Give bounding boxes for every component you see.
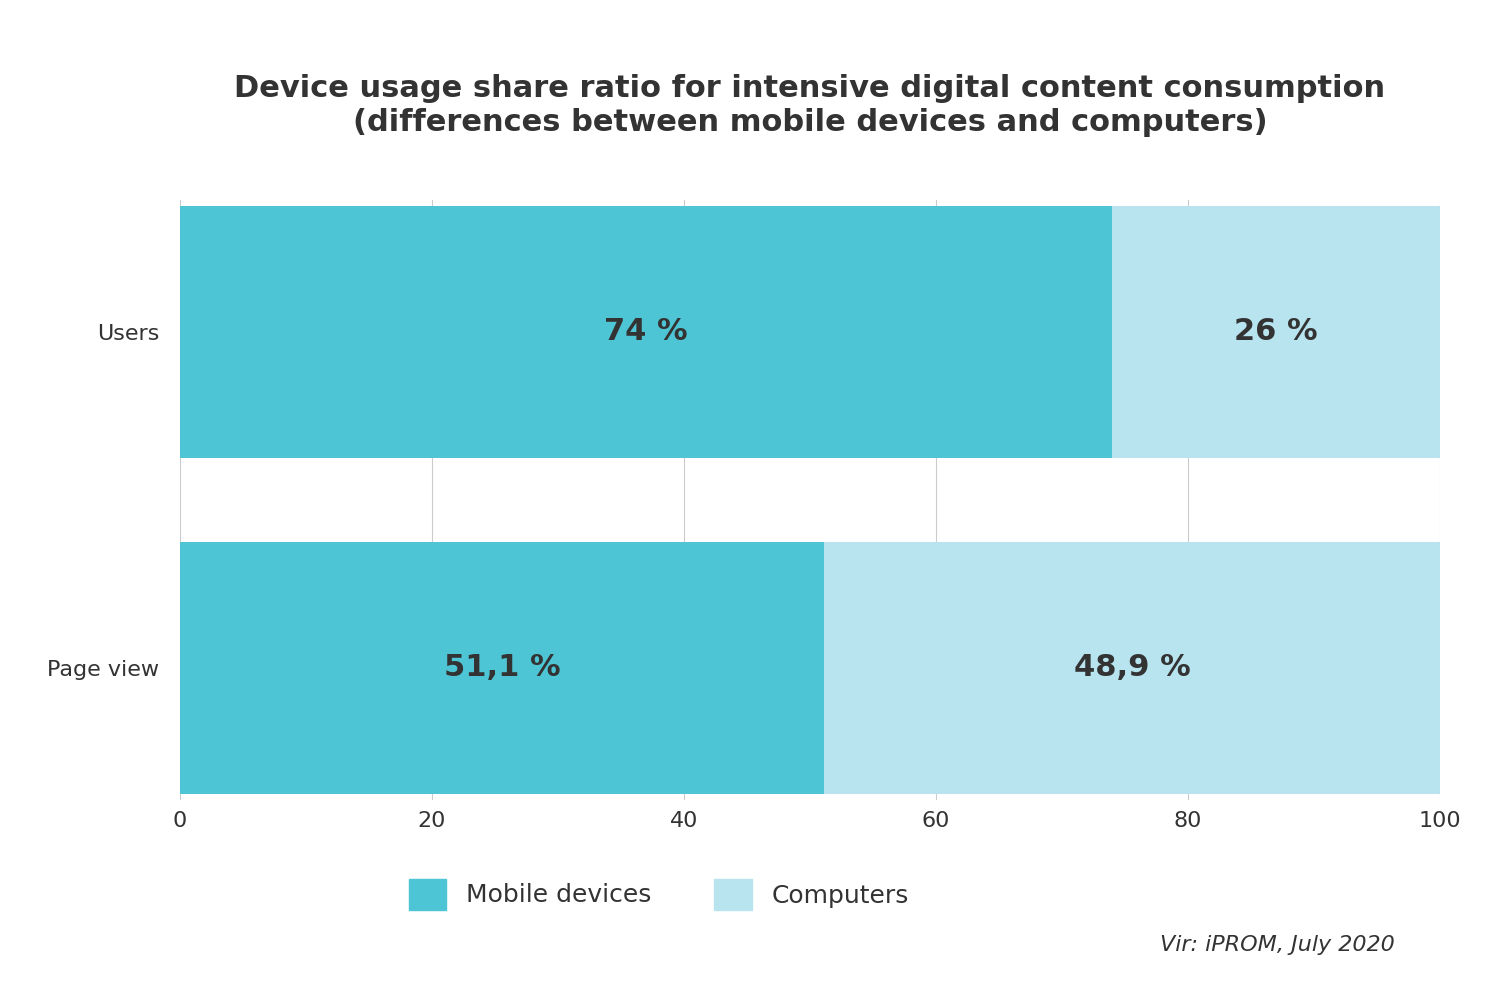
Text: 26 %: 26 % bbox=[1234, 318, 1318, 347]
Text: 48,9 %: 48,9 % bbox=[1074, 654, 1191, 683]
Text: 51,1 %: 51,1 % bbox=[444, 654, 560, 683]
Bar bbox=[180, 542, 824, 794]
Bar bbox=[824, 542, 1440, 794]
Title: Device usage share ratio for intensive digital content consumption
(differences : Device usage share ratio for intensive d… bbox=[234, 74, 1386, 137]
Legend: Mobile devices, Computers: Mobile devices, Computers bbox=[399, 869, 920, 920]
Bar bbox=[180, 206, 1113, 458]
Bar bbox=[1113, 206, 1440, 458]
Text: 74 %: 74 % bbox=[604, 318, 688, 347]
Text: Vir: iPROM, July 2020: Vir: iPROM, July 2020 bbox=[1161, 935, 1395, 955]
